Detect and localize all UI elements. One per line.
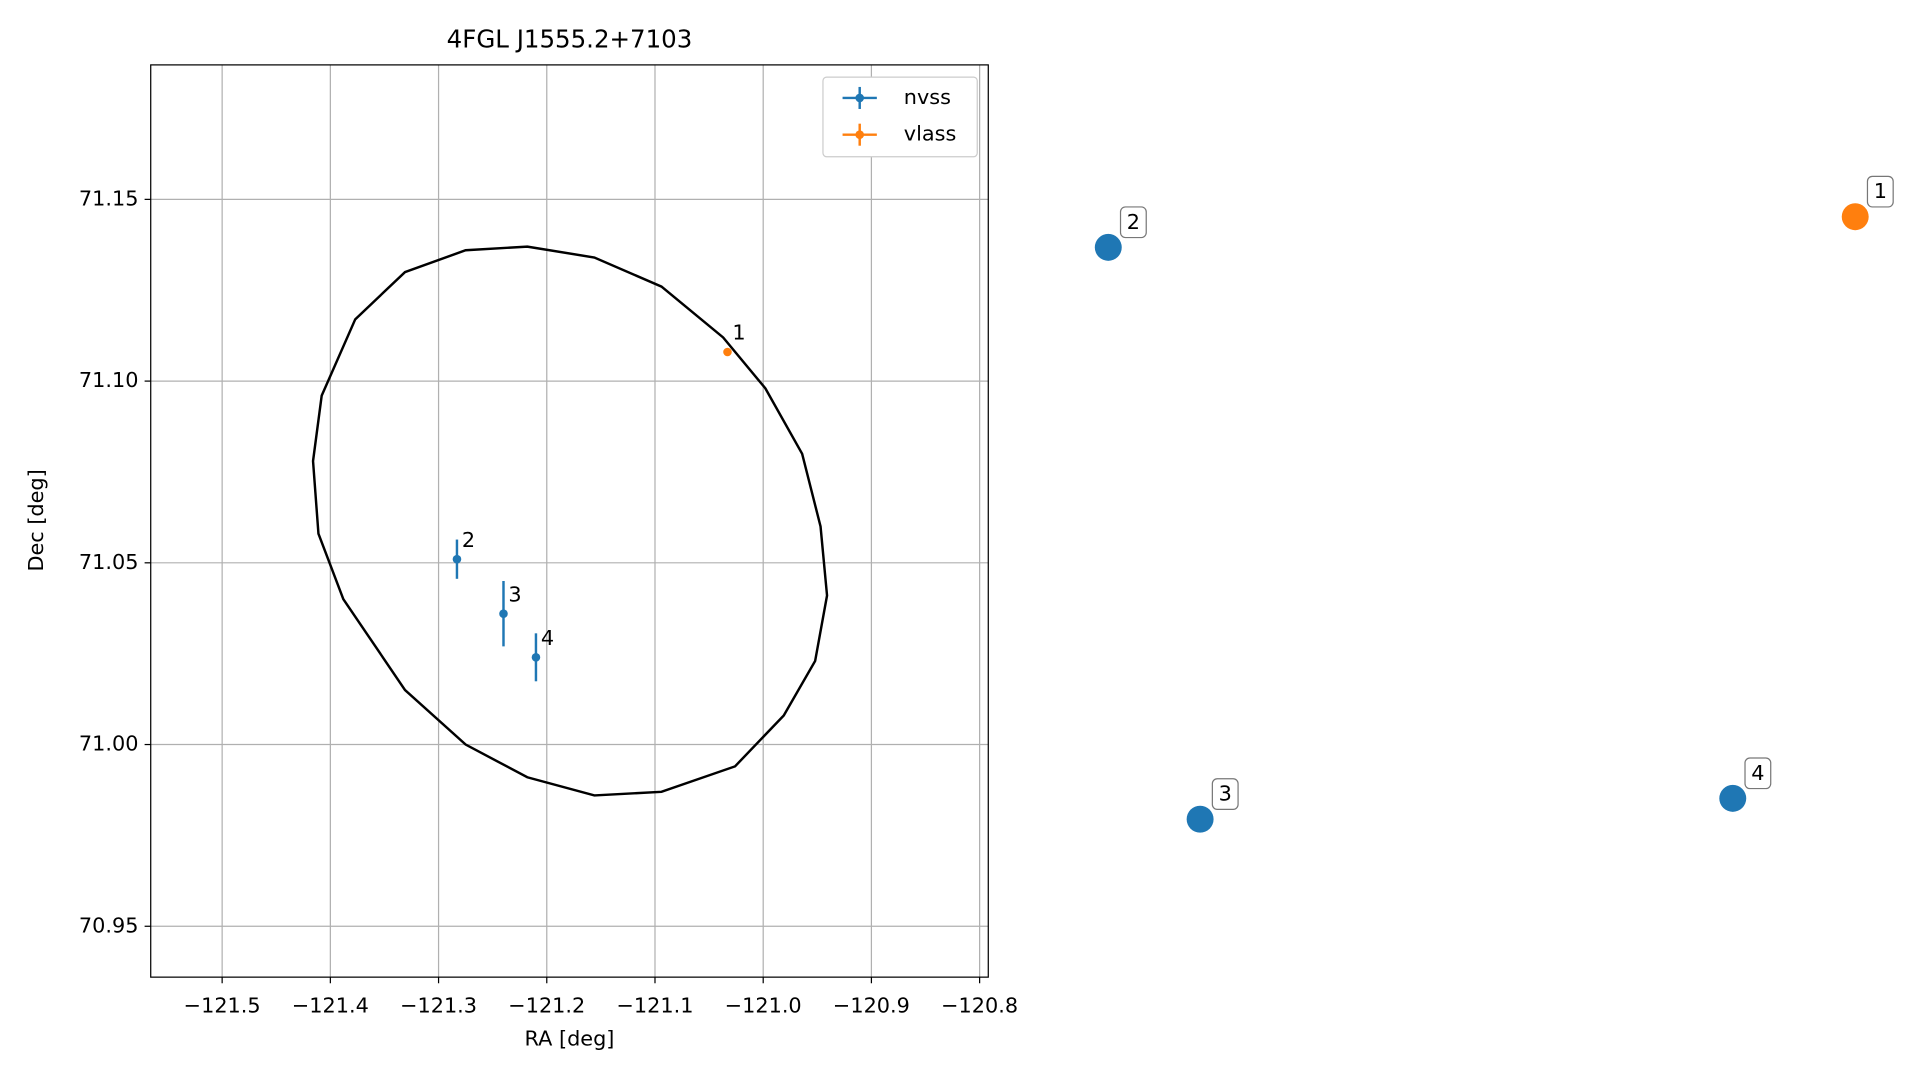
finder-label: 2 — [1127, 210, 1140, 234]
legend-label: nvss — [904, 85, 951, 109]
finder-label-box — [1866, 175, 1894, 208]
point-label: 3 — [508, 582, 521, 606]
x-tick-label: −120.8 — [941, 994, 1018, 1018]
x-tick-label: −121.4 — [292, 994, 369, 1018]
finder-label: 1 — [1874, 179, 1887, 203]
y-tick-label: 71.05 — [79, 550, 139, 574]
point-label: 1 — [732, 321, 745, 345]
x-tick-label: −121.0 — [725, 994, 802, 1018]
finder-marker — [1841, 203, 1869, 231]
point — [531, 653, 541, 662]
finder-marker — [1719, 784, 1747, 812]
point-label: 4 — [541, 626, 554, 650]
x-tick-label: −121.5 — [184, 994, 261, 1018]
y-tick-label: 70.95 — [79, 913, 139, 937]
finder-marker — [1186, 805, 1214, 833]
finder-label-box — [1119, 206, 1147, 239]
finder-marker — [1094, 233, 1122, 261]
x-tick-label: −121.2 — [508, 994, 585, 1018]
point — [499, 609, 508, 618]
y-tick-label: 71.15 — [79, 186, 139, 210]
finder-label: 3 — [1219, 782, 1232, 806]
point — [723, 347, 732, 357]
legend-icon — [855, 93, 864, 103]
plot-frame — [150, 64, 989, 978]
y-axis-label: Dec [deg] — [24, 469, 48, 571]
chart-title: 4FGL J1555.2+7103 — [447, 24, 693, 53]
finder-label: 4 — [1751, 761, 1764, 785]
point-label: 2 — [462, 528, 475, 552]
localization-ellipse — [311, 245, 829, 797]
y-tick-label: 71.10 — [79, 368, 139, 392]
finder-label-box — [1744, 757, 1772, 790]
x-tick-label: −121.3 — [400, 994, 477, 1018]
point — [452, 554, 462, 564]
finder-label-box — [1211, 778, 1239, 810]
legend-label: vlass — [904, 122, 957, 146]
x-axis-label: RA [deg] — [525, 1027, 615, 1051]
x-tick-label: −120.9 — [833, 994, 910, 1018]
legend-icon — [855, 130, 864, 139]
x-tick-label: −121.1 — [617, 994, 694, 1018]
y-tick-label: 71.00 — [79, 732, 139, 756]
